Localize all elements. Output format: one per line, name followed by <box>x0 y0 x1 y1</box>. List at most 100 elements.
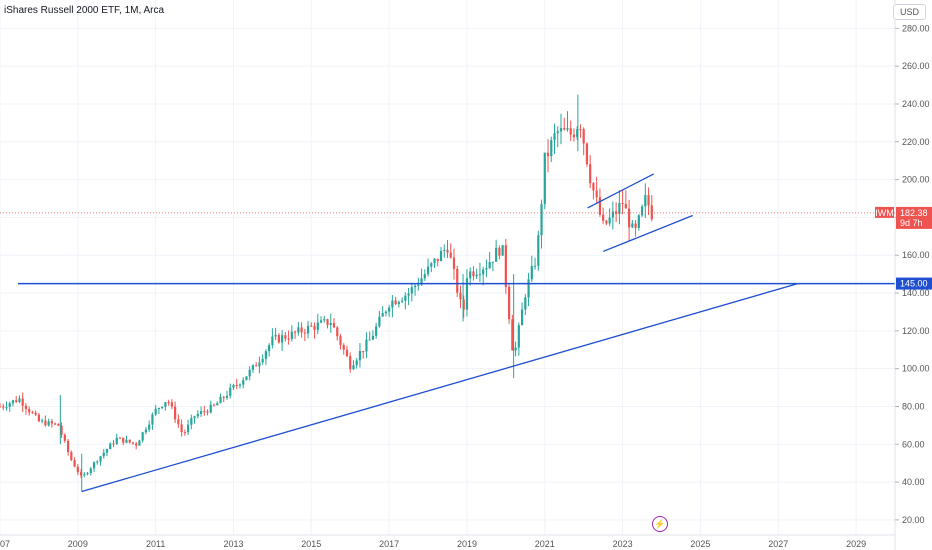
candle-body <box>430 263 433 267</box>
candle-body <box>216 403 219 406</box>
candle-body <box>157 408 160 410</box>
candle-body <box>381 313 384 317</box>
candle-body <box>118 437 122 439</box>
support-line <box>81 282 798 493</box>
candle-body <box>212 404 216 406</box>
candle-body <box>533 265 537 267</box>
candle-body <box>384 311 387 314</box>
candle-body <box>225 395 229 398</box>
candle-body <box>258 362 261 367</box>
x-tick-label: 2007 <box>0 539 10 549</box>
candle-body <box>446 249 449 253</box>
y-tick-label: 120.00 <box>902 326 930 336</box>
candle-body <box>550 140 553 157</box>
candle-body <box>537 235 540 266</box>
candle-body <box>34 412 37 415</box>
candle-body <box>255 365 258 367</box>
trendlines <box>18 173 895 493</box>
candle-body <box>209 404 212 413</box>
candle-body <box>50 421 53 424</box>
candle-body <box>465 278 469 310</box>
candle-body <box>316 322 319 330</box>
candle-body <box>491 261 494 263</box>
chart-grid <box>0 0 895 535</box>
candle-body <box>349 356 352 370</box>
candle-body <box>365 339 368 352</box>
candle-body <box>128 439 131 443</box>
last-price-tag: 182.38 <box>900 208 928 218</box>
candle-body <box>125 439 128 443</box>
candle-body <box>193 416 196 419</box>
x-tick-label: 2017 <box>379 539 399 549</box>
candle-body <box>122 437 125 443</box>
candle-body <box>37 414 41 422</box>
candle-body <box>482 269 485 275</box>
symbol-tag: IWM <box>875 208 894 218</box>
candle-body <box>326 319 329 326</box>
candle-body <box>86 473 89 475</box>
candle-body <box>174 406 177 420</box>
candle-body <box>397 301 400 305</box>
symbol-tag-bg <box>875 206 894 218</box>
candle-body <box>319 320 323 323</box>
candle-body <box>222 396 225 398</box>
candle-body <box>47 421 50 426</box>
candle-body <box>592 183 595 191</box>
candle-body <box>151 414 154 425</box>
candle-body <box>517 325 520 348</box>
candle-body <box>186 424 190 433</box>
candle-body <box>352 365 355 370</box>
candle-body <box>148 424 151 430</box>
candle-body <box>15 400 18 403</box>
candle-body <box>206 411 209 413</box>
candle-body <box>355 360 358 366</box>
candle-body <box>634 223 637 228</box>
candle-body <box>164 402 167 407</box>
candle-body <box>459 292 462 300</box>
time-axis: 2007 2009 2011 2013 2015 2017 2019 2021 2023 2025… <box>0 539 866 549</box>
candle-body <box>472 271 475 277</box>
candle-body <box>31 412 34 414</box>
candlestick-series <box>0 94 653 492</box>
y-tick-label: 80.00 <box>902 401 925 411</box>
candle-body <box>131 442 135 444</box>
candle-body <box>196 413 199 417</box>
candle-body <box>368 339 371 341</box>
countdown-tag: 9d 7h <box>900 218 923 228</box>
candle-body <box>524 297 527 310</box>
candle-body <box>332 323 336 328</box>
candle-body <box>329 323 332 326</box>
currency-button[interactable]: USD <box>892 4 926 20</box>
candle-body <box>420 278 423 285</box>
candle-body <box>540 204 543 236</box>
candle-body <box>572 134 576 138</box>
candle-body <box>618 203 621 214</box>
candle-body <box>92 462 96 469</box>
candle-body <box>115 437 118 444</box>
candle-body <box>452 257 456 269</box>
candle-body <box>57 423 60 426</box>
candle-body <box>177 419 180 425</box>
candle-body <box>268 345 271 352</box>
candle-body <box>109 443 112 450</box>
chart-title: iShares Russell 2000 ETF, 1M, Arca <box>4 5 165 16</box>
y-tick-label: 160.00 <box>902 250 930 260</box>
candle-body <box>462 299 465 310</box>
candle-body <box>264 351 268 359</box>
lightning-icon[interactable]: ⚡ <box>652 516 668 532</box>
level-tag: 145.00 <box>900 279 928 289</box>
channel_lower-line <box>602 214 693 253</box>
candle-body <box>559 128 563 132</box>
y-tick-label: 240.00 <box>902 99 930 109</box>
candle-body <box>63 434 66 441</box>
level-tag-bg <box>896 277 932 290</box>
candle-body <box>362 350 365 352</box>
candle-body <box>407 293 410 296</box>
candle-body <box>637 215 640 228</box>
candle-body <box>0 406 2 408</box>
candle-body <box>456 268 459 293</box>
candle-body <box>232 385 235 388</box>
candle-body <box>563 128 566 130</box>
candle-body <box>608 217 611 224</box>
